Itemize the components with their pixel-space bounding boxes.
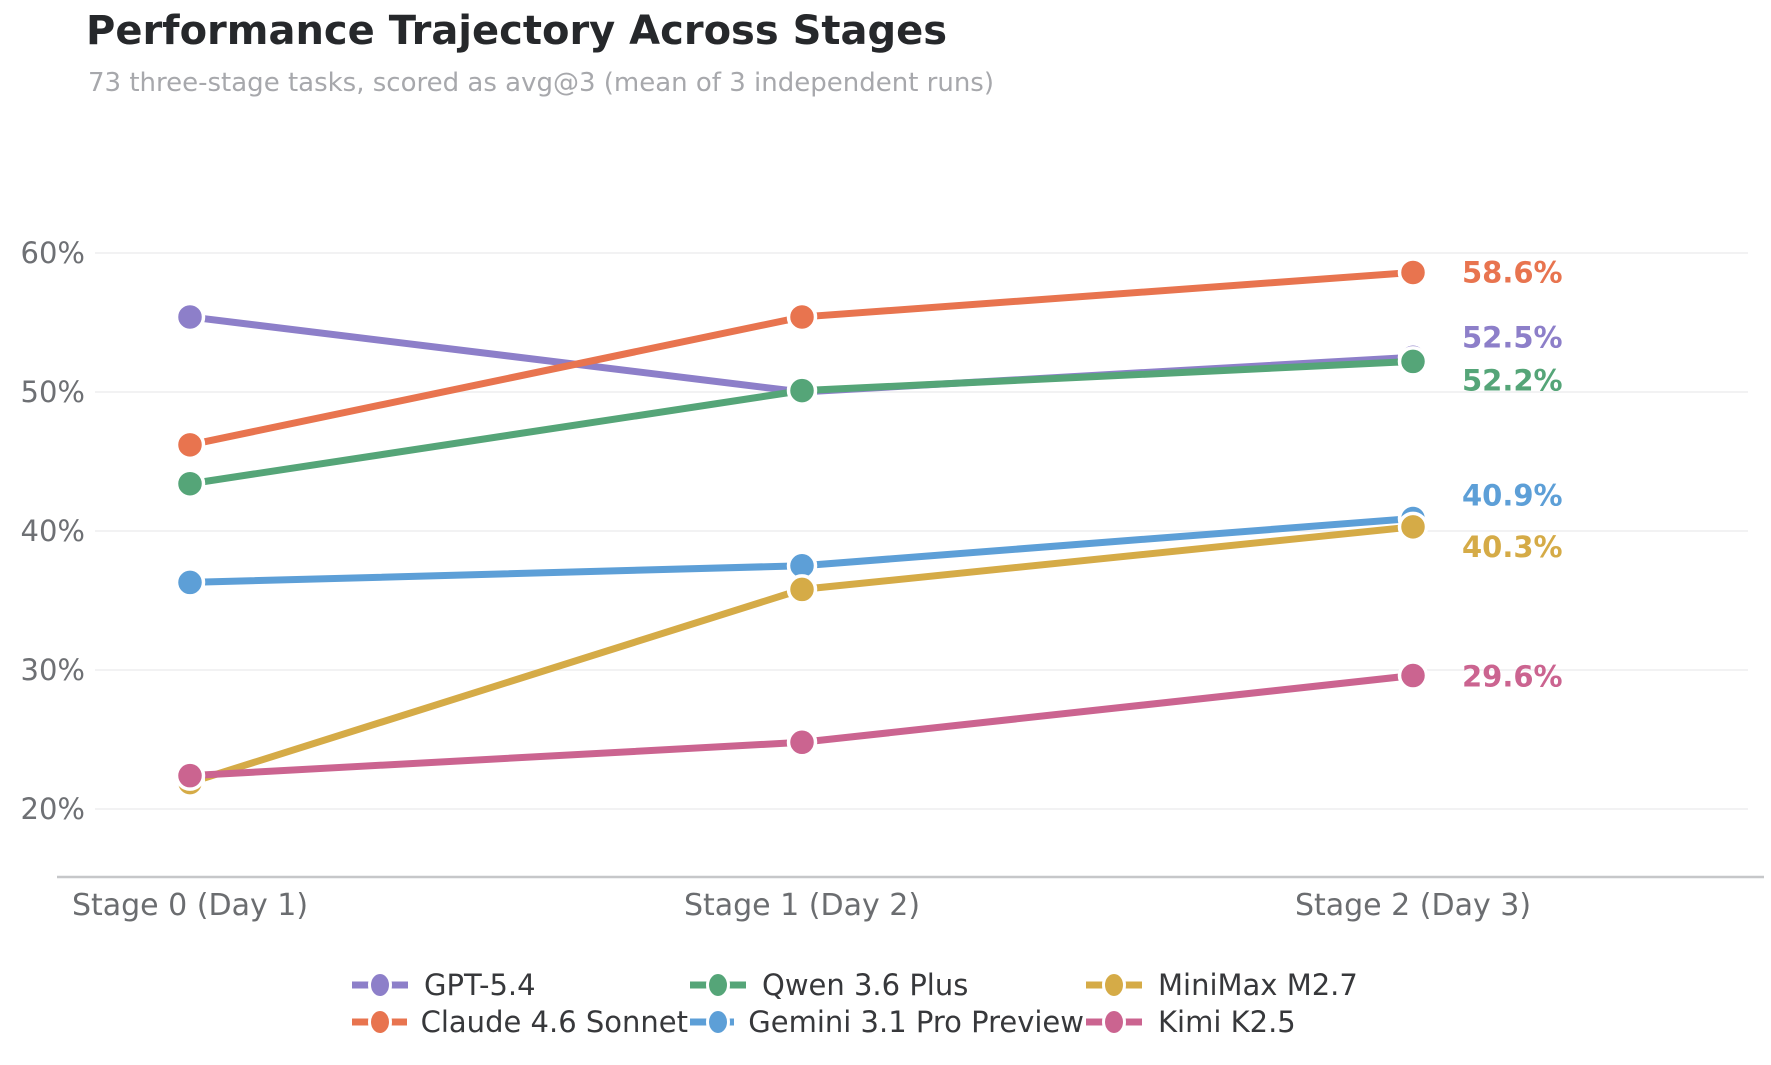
- legend-item-claude-4-6-sonnet: Claude 4.6 Sonnet: [350, 1003, 688, 1040]
- legend-item-qwen-3-6-plus: Qwen 3.6 Plus: [688, 966, 1084, 1003]
- chart-title: Performance Trajectory Across Stages: [86, 8, 948, 54]
- y-tick-label: 20%: [21, 792, 85, 826]
- legend-label: GPT-5.4: [424, 967, 536, 1002]
- legend-item-gpt-5-4: GPT-5.4: [350, 966, 688, 1003]
- legend-label: Gemini 3.1 Pro Preview: [748, 1004, 1084, 1039]
- x-axis-label: Stage 1 (Day 2): [684, 888, 920, 923]
- legend-marker-icon: [352, 970, 408, 999]
- series-line-claude-4-6-sonnet: [186, 268, 1417, 449]
- y-tick-label: 40%: [21, 514, 85, 548]
- legend-marker-icon: [352, 1007, 407, 1036]
- data-point-minimax-m2-7: [786, 574, 818, 605]
- legend-marker-icon: [1086, 970, 1142, 999]
- legend-marker-icon: [690, 1007, 735, 1036]
- y-tick-label: 50%: [21, 375, 85, 409]
- data-point-qwen-3-6-plus: [786, 375, 818, 406]
- data-point-minimax-m2-7: [1397, 511, 1429, 543]
- data-point-claude-4-6-sonnet: [174, 429, 206, 461]
- value-label-gpt-5-4: 52.5%: [1462, 320, 1563, 354]
- value-label-gemini-3-1-pro-preview: 40.9%: [1462, 478, 1563, 512]
- value-label-minimax-m2-7: 40.3%: [1462, 530, 1563, 564]
- legend-item-kimi-k2-5: Kimi K2.5: [1084, 1003, 1358, 1040]
- data-point-gpt-5-4: [174, 301, 206, 333]
- data-point-kimi-k2-5: [174, 760, 206, 791]
- legend-item-gemini-3-1-pro-preview: Gemini 3.1 Pro Preview: [688, 1003, 1084, 1040]
- data-point-qwen-3-6-plus: [174, 468, 206, 499]
- y-tick-label: 30%: [21, 653, 85, 687]
- data-point-kimi-k2-5: [786, 727, 818, 758]
- legend-label: MiniMax M2.7: [1158, 967, 1358, 1002]
- data-point-claude-4-6-sonnet: [1397, 257, 1429, 288]
- data-point-kimi-k2-5: [1397, 660, 1429, 691]
- chart-legend: GPT-5.4 Claude 4.6 Sonnet Qwen 3.6 Plus Gem…: [350, 966, 1358, 1040]
- x-axis-label: Stage 2 (Day 3): [1295, 888, 1531, 923]
- data-point-qwen-3-6-plus: [1397, 346, 1429, 377]
- legend-item-minimax-m2-7: MiniMax M2.7: [1084, 966, 1358, 1003]
- legend-marker-icon: [690, 970, 746, 999]
- value-label-claude-4-6-sonnet: 58.6%: [1462, 255, 1563, 289]
- data-point-gemini-3-1-pro-preview: [174, 567, 206, 598]
- chart-subtitle: 73 three-stage tasks, scored as avg@3 (m…: [88, 68, 994, 98]
- data-point-claude-4-6-sonnet: [786, 301, 818, 333]
- value-label-qwen-3-6-plus: 52.2%: [1462, 363, 1563, 397]
- x-axis-label: Stage 0 (Day 1): [72, 888, 308, 923]
- value-label-kimi-k2-5: 29.6%: [1462, 660, 1563, 694]
- y-tick-label: 60%: [21, 236, 85, 270]
- legend-label: Qwen 3.6 Plus: [762, 967, 969, 1002]
- legend-label: Kimi K2.5: [1158, 1004, 1296, 1039]
- legend-marker-icon: [1086, 1007, 1142, 1036]
- legend-label: Claude 4.6 Sonnet: [420, 1004, 688, 1039]
